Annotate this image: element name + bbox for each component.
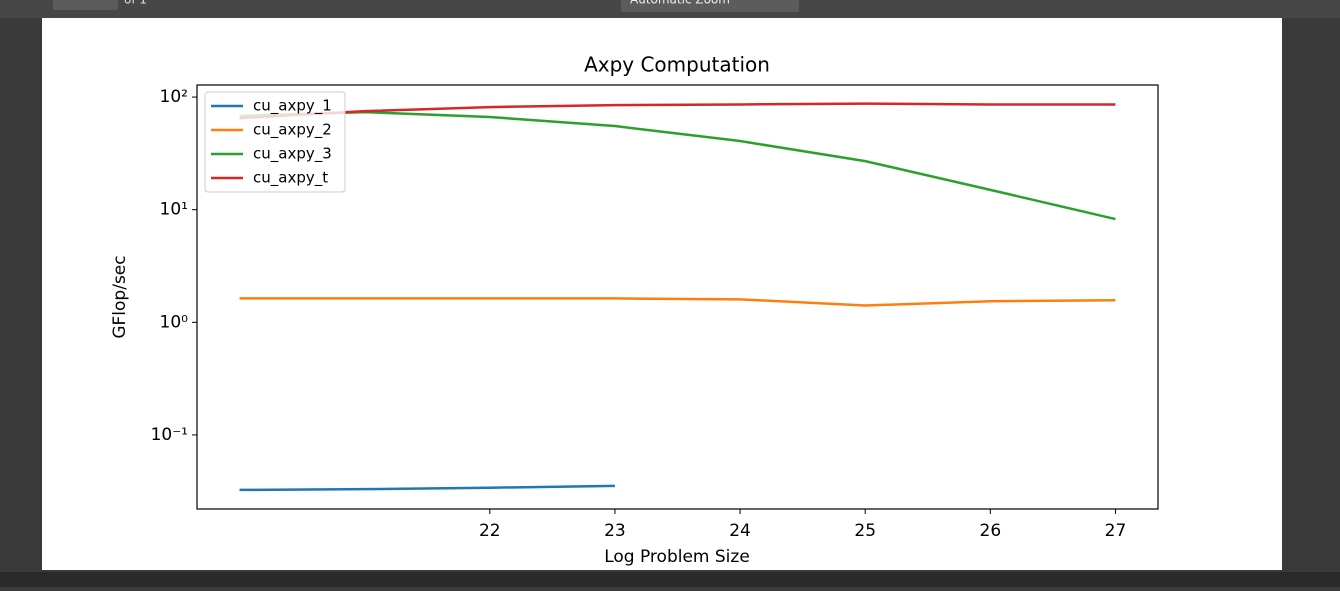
status-bar — [0, 572, 1340, 587]
page-input[interactable] — [53, 0, 118, 10]
series-line — [239, 102, 1116, 120]
y-tick-label: 10⁰ — [160, 312, 189, 332]
y-axis-label: GFlop/sec — [110, 255, 130, 338]
x-tick-label: 27 — [1105, 521, 1127, 541]
series-line — [239, 110, 1116, 221]
x-axis-label: Log Problem Size — [604, 547, 750, 567]
plot: 22 23 24 25 26 27 10⁻¹ 10⁰ 10¹ 10² cu_axpy_1 cu_axp… — [151, 84, 1159, 541]
series-line — [239, 297, 1116, 307]
legend-label: cu_axpy_2 — [253, 121, 332, 140]
zoom-label: Automatic Zoom — [630, 0, 730, 7]
legend-box — [204, 91, 346, 193]
legend-label: cu_axpy_3 — [253, 145, 332, 164]
x-tick-label: 24 — [729, 521, 751, 541]
x-tick-label: 23 — [604, 521, 626, 541]
x-tick-label: 22 — [479, 521, 501, 541]
chart-title: Axpy Computation — [584, 53, 770, 77]
axes-frame — [196, 84, 1159, 510]
y-tick-label: 10¹ — [160, 200, 188, 220]
x-tick-label: 25 — [854, 521, 876, 541]
page-count: of 1 — [124, 0, 147, 7]
legend-label: cu_axpy_1 — [253, 97, 332, 116]
y-tick-label: 10⁻¹ — [151, 425, 188, 445]
zoom-select[interactable] — [621, 0, 799, 12]
legend-label: cu_axpy_t — [253, 169, 328, 188]
x-tick-label: 26 — [980, 521, 1002, 541]
y-tick-label: 10² — [160, 87, 188, 107]
series-line — [239, 484, 615, 492]
